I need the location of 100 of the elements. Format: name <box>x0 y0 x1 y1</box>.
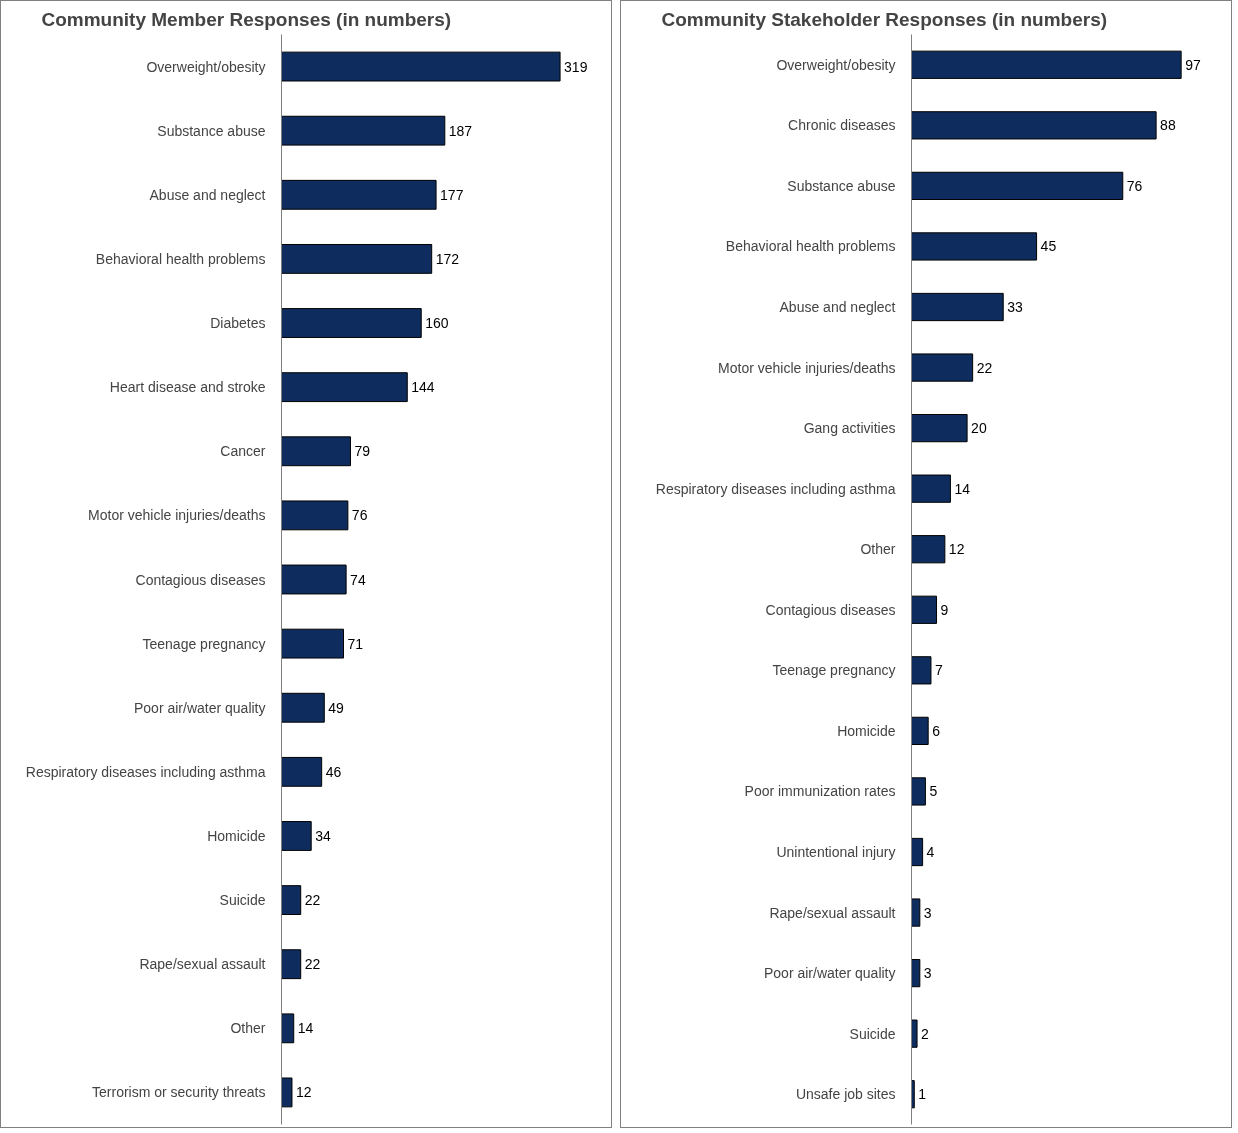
bar <box>281 564 347 595</box>
bar <box>281 1013 295 1044</box>
bar <box>911 1080 915 1109</box>
data-label: 9 <box>940 601 949 618</box>
y-tick-label: Cancer <box>220 443 266 460</box>
data-label: 34 <box>315 827 331 844</box>
data-label: 4 <box>926 844 935 860</box>
bar <box>281 308 422 338</box>
y-tick-label: Unintentional injury <box>776 844 896 860</box>
y-tick-label: Abuse and neglect <box>779 299 896 315</box>
bar <box>281 885 302 916</box>
data-label: 319 <box>564 58 588 75</box>
y-tick-label: Other <box>230 1020 266 1037</box>
bar <box>281 500 349 531</box>
bar <box>911 716 929 746</box>
data-label: 74 <box>350 571 366 588</box>
y-tick-label: Abuse and neglect <box>149 186 266 203</box>
y-tick-label: Rape/sexual assault <box>139 956 266 973</box>
y-tick-label: Homicide <box>207 827 266 844</box>
y-tick-label: Diabetes <box>210 315 266 332</box>
data-label: 2 <box>921 1025 930 1042</box>
data-label: 76 <box>351 507 368 524</box>
y-tick-label: Other <box>860 541 896 558</box>
data-label: 144 <box>411 379 435 396</box>
bar <box>911 111 1157 140</box>
y-tick-label: Poor air/water quality <box>764 965 896 982</box>
bar <box>281 115 446 146</box>
bar <box>281 821 312 851</box>
y-tick-label: Respiratory diseases including asthma <box>25 763 266 780</box>
bar <box>911 898 921 927</box>
bar <box>911 535 946 564</box>
data-label: 3 <box>923 965 932 982</box>
y-tick-label: Gang activities <box>803 420 896 437</box>
bar <box>911 413 968 443</box>
bar <box>281 756 323 787</box>
y-tick-label: Heart disease and stroke <box>109 379 266 396</box>
data-label: 187 <box>448 122 473 139</box>
bar <box>911 232 1038 261</box>
data-label: 20 <box>971 420 987 437</box>
bar <box>281 243 433 274</box>
data-label: 33 <box>1007 299 1024 315</box>
data-label: 46 <box>325 763 342 780</box>
bar <box>911 292 1004 322</box>
y-tick-label: Teenage pregnancy <box>772 662 896 679</box>
y-tick-label: Unsafe job sites <box>795 1086 896 1103</box>
data-label: 71 <box>347 635 364 652</box>
y-tick-label: Contagious diseases <box>765 601 896 618</box>
chart-title: Community Stakeholder Responses (in numbers) <box>661 8 1108 30</box>
bar <box>281 692 325 723</box>
y-tick-label: Behavioral health problems <box>95 250 266 267</box>
y-tick-label: Homicide <box>837 722 896 739</box>
data-label: 76 <box>1126 177 1143 194</box>
bar <box>281 51 561 82</box>
data-label: 5 <box>929 783 938 800</box>
y-tick-label: Behavioral health problems <box>725 238 896 255</box>
y-tick-label: Teenage pregnancy <box>142 635 266 652</box>
y-tick-label: Rape/sexual assault <box>769 904 896 921</box>
data-label: 22 <box>304 892 321 909</box>
data-label: 6 <box>932 722 941 739</box>
data-label: 22 <box>976 359 993 376</box>
y-tick-label: Motor vehicle injuries/deaths <box>88 507 266 524</box>
data-label: 7 <box>934 662 943 679</box>
bar <box>911 474 951 503</box>
data-label: 97 <box>1185 56 1201 73</box>
data-label: 3 <box>923 904 932 921</box>
y-tick-label: Chronic diseases <box>788 117 896 134</box>
bar <box>911 837 924 867</box>
bar <box>911 777 926 806</box>
y-tick-label: Overweight/obesity <box>146 58 266 75</box>
bar <box>281 372 408 403</box>
y-tick-label: Respiratory diseases including asthma <box>655 480 896 497</box>
y-tick-label: Overweight/obesity <box>776 56 896 73</box>
data-label: 172 <box>435 250 460 267</box>
data-label: 22 <box>304 956 321 973</box>
bar <box>281 949 302 980</box>
data-label: 14 <box>954 480 971 497</box>
data-label: 79 <box>354 443 371 460</box>
bar <box>911 171 1124 201</box>
data-label: 49 <box>328 699 345 716</box>
bar <box>281 628 344 659</box>
y-tick-label: Terrorism or security threats <box>92 1084 266 1101</box>
bar <box>281 1077 293 1108</box>
y-tick-label: Suicide <box>219 892 266 909</box>
bar <box>911 1019 918 1048</box>
data-label: 177 <box>440 186 464 203</box>
chart-title: Community Member Responses (in numbers) <box>41 8 452 30</box>
y-tick-label: Motor vehicle injuries/deaths <box>718 359 896 376</box>
data-label: 12 <box>948 541 965 558</box>
data-label: 14 <box>297 1020 314 1037</box>
y-tick-label: Poor air/water quality <box>134 699 266 716</box>
y-tick-label: Poor immunization rates <box>744 783 896 800</box>
bar <box>911 353 974 382</box>
data-label: 1 <box>918 1086 927 1103</box>
y-tick-label: Contagious diseases <box>135 571 266 588</box>
y-tick-label: Substance abuse <box>787 177 896 194</box>
bar <box>281 179 437 210</box>
y-tick-label: Substance abuse <box>157 122 266 139</box>
data-label: 88 <box>1160 117 1176 134</box>
data-label: 45 <box>1040 238 1057 255</box>
bar <box>911 595 938 624</box>
